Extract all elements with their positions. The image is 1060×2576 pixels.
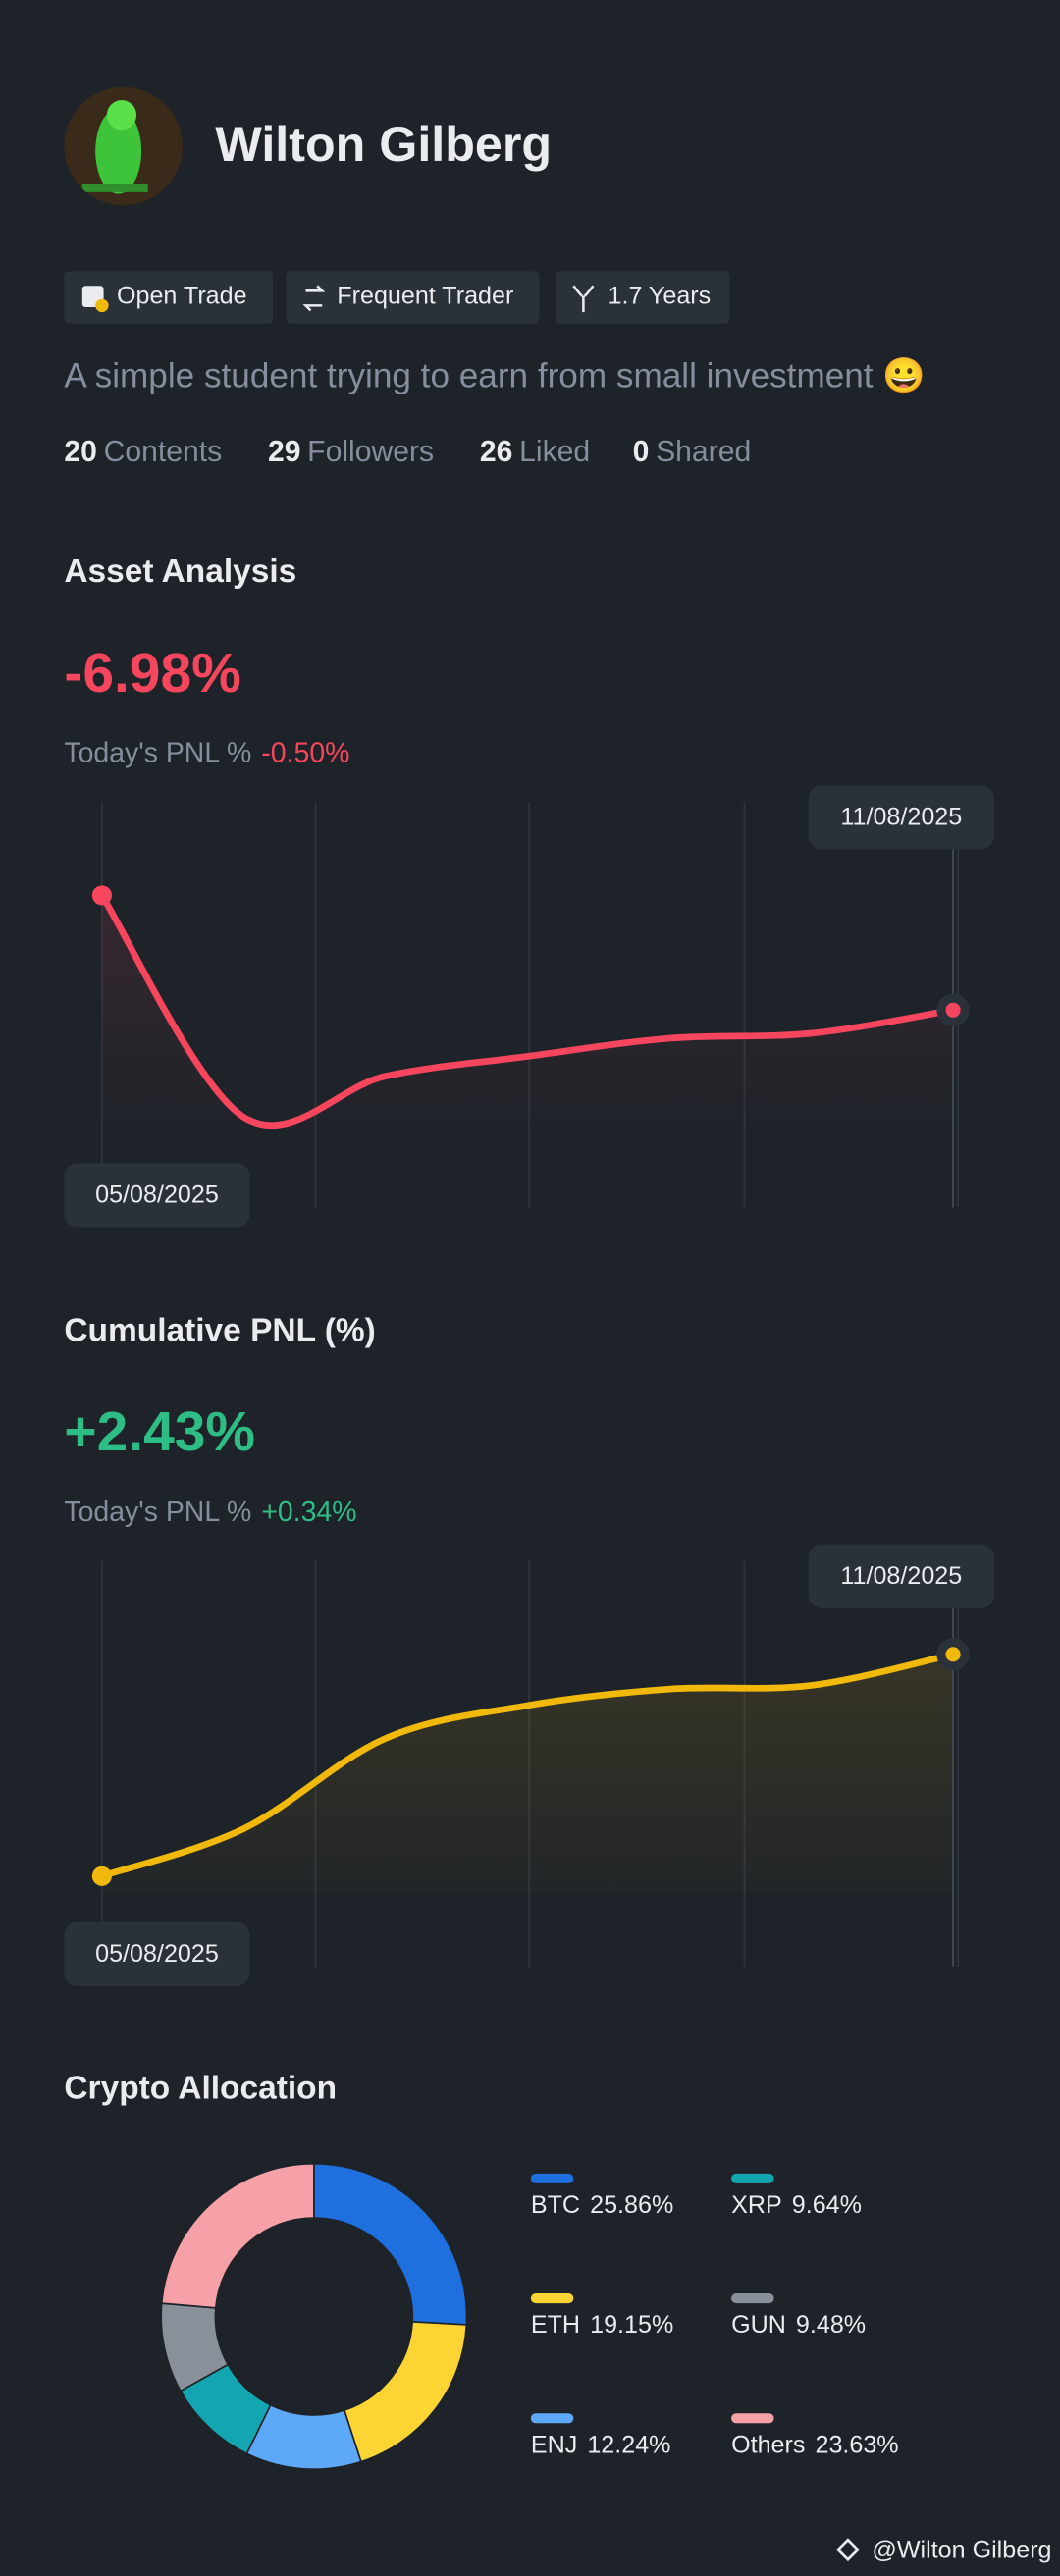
line (98, 892, 957, 1130)
legend-value: 23.63% (815, 2431, 898, 2458)
end-point (945, 1647, 961, 1662)
section-title: Crypto Allocation (64, 2070, 337, 2106)
legend-swatch (530, 2293, 574, 2304)
stat: 20 Contents (64, 436, 222, 468)
date-label: 05/08/2025 (95, 1940, 219, 1968)
date-tooltip (64, 1921, 250, 1986)
date-tooltip (808, 785, 994, 850)
pnl-change: -0.50% (261, 737, 349, 768)
footer: @Wilton Gilberg (872, 2537, 1051, 2564)
legend-value: 25.86% (590, 2191, 673, 2219)
date-label: 05/08/2025 (95, 1181, 219, 1208)
profile-name: Wilton Gilberg (215, 117, 552, 172)
headline: +2.43% (64, 1400, 255, 1463)
stat-label: Liked (519, 436, 590, 468)
stat-label: Followers (307, 436, 434, 468)
date-tooltip (808, 1544, 994, 1608)
stat: 0 Shared (633, 436, 752, 468)
badge[interactable] (555, 271, 730, 324)
start-point (91, 1866, 112, 1886)
badge-label: 1.7 Years (609, 283, 712, 310)
area (101, 895, 954, 1134)
stat-count: 20 (64, 436, 97, 468)
stat: 29 Followers (268, 436, 434, 468)
footer-icon (836, 2538, 860, 2562)
stat-count: 26 (480, 436, 513, 468)
date-label: 11/08/2025 (840, 1562, 962, 1590)
pnl-label: Today's PNL % (64, 737, 251, 768)
headline: -6.98% (64, 642, 240, 705)
badge-icon (302, 285, 326, 312)
badge-label: Frequent Trader (337, 283, 513, 310)
donut-slice (160, 2162, 315, 2309)
avatar (64, 86, 183, 206)
date-tooltip (64, 1163, 250, 1228)
pnl-change: +0.34% (261, 1496, 356, 1527)
badge-icon (95, 298, 109, 313)
legend-name: Others (731, 2431, 805, 2458)
legend-name: GUN (731, 2311, 786, 2339)
legend-swatch (731, 2413, 774, 2424)
donut-slice (313, 2162, 468, 2326)
badge-label: Open Trade (117, 283, 247, 310)
pnl-line: Today's PNL % +0.34% (64, 1496, 356, 1527)
start-point (91, 885, 112, 906)
badge[interactable] (286, 271, 540, 324)
legend-value: 19.15% (590, 2311, 673, 2339)
legend-name: ETH (531, 2311, 580, 2339)
stat-label: Contents (104, 436, 223, 468)
stat: 26 Liked (480, 436, 590, 468)
legend-name: BTC (531, 2191, 580, 2219)
legend-name: ENJ (531, 2431, 577, 2458)
area (101, 1654, 954, 1893)
section-title: Cumulative PNL (%) (64, 1313, 375, 1349)
date-label: 11/08/2025 (840, 803, 962, 830)
section-title: Asset Analysis (64, 553, 296, 590)
legend-value: 9.48% (796, 2311, 866, 2339)
legend-name: XRP (731, 2191, 782, 2219)
pnl-line: Today's PNL % -0.50% (64, 737, 349, 768)
legend-swatch (530, 2173, 574, 2183)
pnl-label: Today's PNL % (64, 1496, 251, 1527)
stat-count: 29 (268, 436, 301, 468)
badge-icon (572, 285, 595, 313)
stat-count: 0 (633, 436, 650, 468)
legend-swatch (530, 2413, 574, 2424)
legend-value: 9.64% (792, 2191, 862, 2219)
end-point (945, 1002, 961, 1018)
legend-value: 12.24% (587, 2431, 670, 2458)
badge[interactable] (64, 271, 274, 324)
stat-label: Shared (656, 436, 751, 468)
legend-swatch (731, 2293, 774, 2304)
legend-swatch (731, 2173, 774, 2183)
line (98, 1651, 957, 1880)
bio: A simple student trying to earn from sma… (64, 356, 926, 394)
